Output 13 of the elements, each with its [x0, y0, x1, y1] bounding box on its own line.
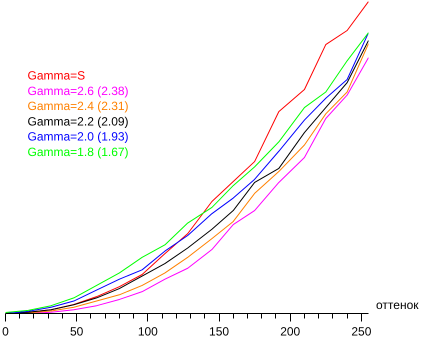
- x-tick-label: 100: [138, 324, 158, 338]
- x-tick-label: 150: [209, 324, 230, 338]
- x-tick-label: 200: [280, 324, 301, 338]
- text: Gamma=2.2 (2.09): [28, 114, 129, 128]
- text: Gamma=2.6 (2.38): [28, 84, 129, 98]
- x-tick-label: 250: [351, 324, 372, 338]
- text: Gamma=2.0 (1.93): [28, 130, 129, 144]
- x-tick-label: 50: [70, 324, 84, 338]
- text: Gamma=2.4 (2.31): [28, 99, 129, 114]
- text: Gamma=S: [28, 68, 86, 82]
- text: Gamma=1.8 (1.67): [28, 145, 129, 159]
- x-tick-label: 0: [2, 324, 10, 338]
- x-axis-title: оттенок: [376, 297, 418, 314]
